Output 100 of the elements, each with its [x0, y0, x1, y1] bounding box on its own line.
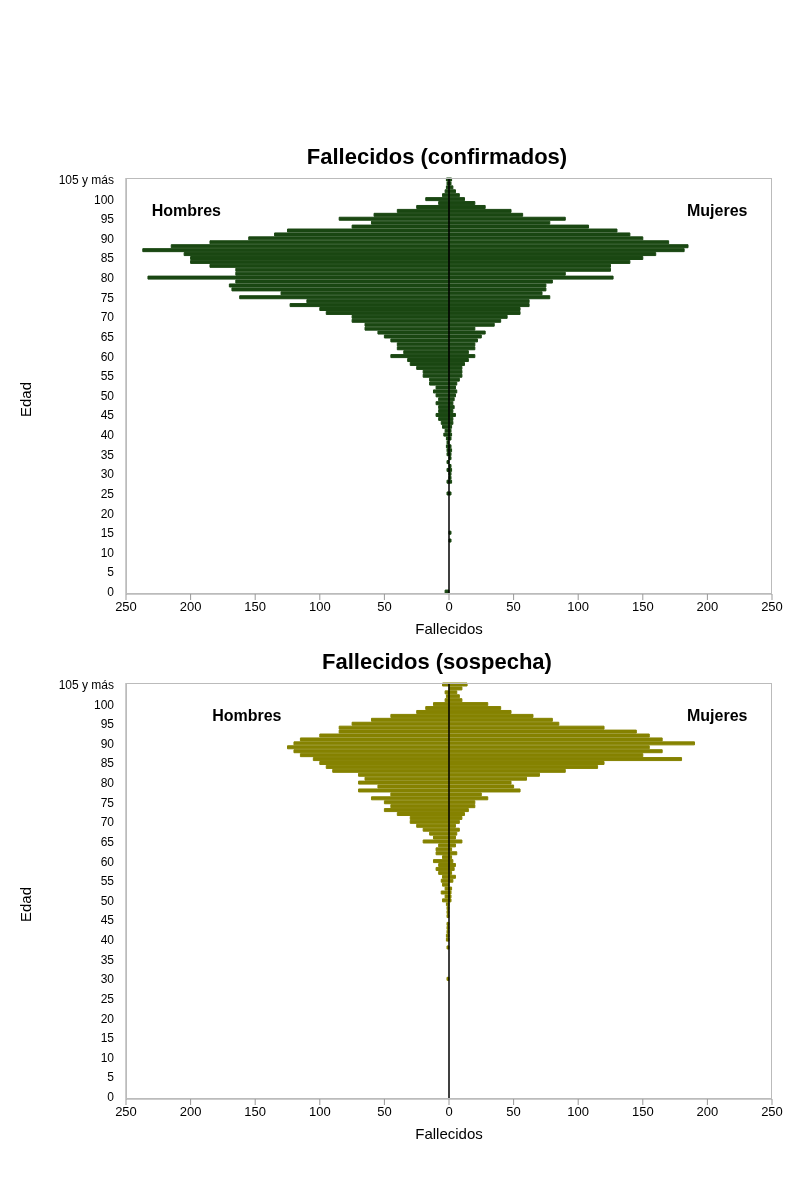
bar — [448, 334, 482, 339]
bar — [383, 808, 450, 813]
x-tick-label: 50 — [377, 1104, 392, 1120]
bar — [435, 401, 450, 406]
x-tick-label: 50 — [506, 599, 521, 615]
y-tick-label: 30 — [100, 467, 115, 482]
y-tick-label: 95 — [100, 212, 115, 227]
chart-title: Fallecidos (sospecha) — [321, 649, 553, 675]
x-axis-title: Fallecidos — [414, 1125, 484, 1142]
bar — [396, 346, 450, 351]
y-tick-label: 10 — [100, 545, 115, 560]
bar — [448, 369, 463, 374]
bar — [364, 326, 450, 331]
bar — [438, 416, 450, 421]
bar — [438, 409, 450, 414]
y-tick-label: 65 — [100, 329, 115, 344]
bar — [448, 216, 566, 221]
y-tick-label: 25 — [100, 991, 115, 1006]
y-tick-label: 90 — [100, 736, 115, 751]
x-tick-label: 150 — [244, 1104, 267, 1120]
bar — [448, 342, 476, 347]
y-tick-label: 45 — [100, 913, 115, 928]
x-tick-label: 100 — [567, 1104, 590, 1120]
bar — [438, 405, 450, 410]
y-tick-label: 40 — [100, 428, 115, 443]
y-tick-label: 80 — [100, 271, 115, 286]
y-tick-label: 65 — [100, 834, 115, 849]
bar — [435, 393, 450, 398]
bar — [147, 275, 450, 280]
bar — [422, 839, 450, 844]
series-label: Hombres — [151, 202, 221, 220]
y-tick-label: 20 — [100, 1011, 115, 1026]
bar — [448, 815, 463, 820]
x-tick-label: 200 — [696, 1104, 719, 1120]
bar — [351, 318, 450, 323]
x-tick-label: 150 — [631, 1104, 654, 1120]
x-tick-label: 250 — [761, 1104, 783, 1120]
y-tick-label: 0 — [107, 585, 115, 600]
x-tick-label: 200 — [179, 1104, 202, 1120]
bar — [435, 412, 450, 417]
bar — [448, 365, 463, 370]
bar — [435, 847, 450, 852]
y-tick-label: 80 — [100, 776, 115, 791]
y-tick-label: 50 — [100, 893, 115, 908]
bar — [448, 373, 463, 378]
y-tick-label: 60 — [100, 854, 115, 869]
bar — [370, 796, 450, 801]
x-tick-label: 0 — [445, 1104, 453, 1120]
bar — [448, 694, 460, 699]
bar — [448, 354, 476, 359]
y-tick-label: 105 y más — [58, 172, 114, 187]
bar — [190, 259, 450, 264]
x-axis-title: Fallecidos — [414, 620, 484, 637]
y-tick-label: 10 — [100, 1050, 115, 1065]
x-tick-label: 100 — [308, 1104, 331, 1120]
y-tick-label: 35 — [100, 952, 115, 967]
y-tick-label: 25 — [100, 486, 115, 501]
x-tick-label: 100 — [308, 599, 331, 615]
bar — [448, 796, 489, 801]
bar — [358, 788, 450, 793]
y-tick-label: 75 — [100, 290, 115, 305]
bar — [448, 788, 521, 793]
y-tick-label: 60 — [100, 349, 115, 364]
y-tick-label: 40 — [100, 933, 115, 948]
bar — [448, 295, 551, 300]
bar — [425, 197, 450, 202]
x-tick-label: 200 — [696, 599, 719, 615]
y-axis-title: Edad — [17, 381, 35, 417]
bar — [448, 275, 614, 280]
y-tick-label: 30 — [100, 972, 115, 987]
y-tick-label: 85 — [100, 251, 115, 266]
y-tick-label: 0 — [107, 1090, 115, 1105]
x-tick-label: 200 — [179, 599, 202, 615]
bar — [435, 851, 450, 856]
bar — [448, 819, 460, 824]
bar — [142, 248, 450, 253]
bar — [438, 397, 450, 402]
bar — [448, 303, 530, 308]
y-axis-title: Edad — [17, 886, 35, 922]
x-tick-label: 0 — [445, 599, 453, 615]
y-tick-label: 15 — [100, 1031, 115, 1046]
y-tick-label: 55 — [100, 369, 115, 384]
bar — [448, 749, 663, 754]
y-tick-label: 90 — [100, 231, 115, 246]
y-tick-label: 100 — [93, 697, 115, 712]
bar — [338, 216, 450, 221]
x-tick-label: 250 — [115, 1104, 137, 1120]
y-tick-label: 70 — [100, 310, 115, 325]
y-tick-label: 20 — [100, 506, 115, 521]
x-tick-label: 50 — [377, 599, 392, 615]
x-tick-label: 50 — [506, 1104, 521, 1120]
bar — [448, 804, 476, 809]
series-label: Mujeres — [687, 707, 748, 725]
bar — [231, 287, 450, 292]
y-tick-label: 70 — [100, 815, 115, 830]
bar — [448, 839, 463, 844]
bar — [448, 248, 685, 253]
bar — [289, 303, 450, 308]
x-tick-label: 250 — [761, 599, 783, 615]
x-tick-label: 250 — [115, 599, 137, 615]
